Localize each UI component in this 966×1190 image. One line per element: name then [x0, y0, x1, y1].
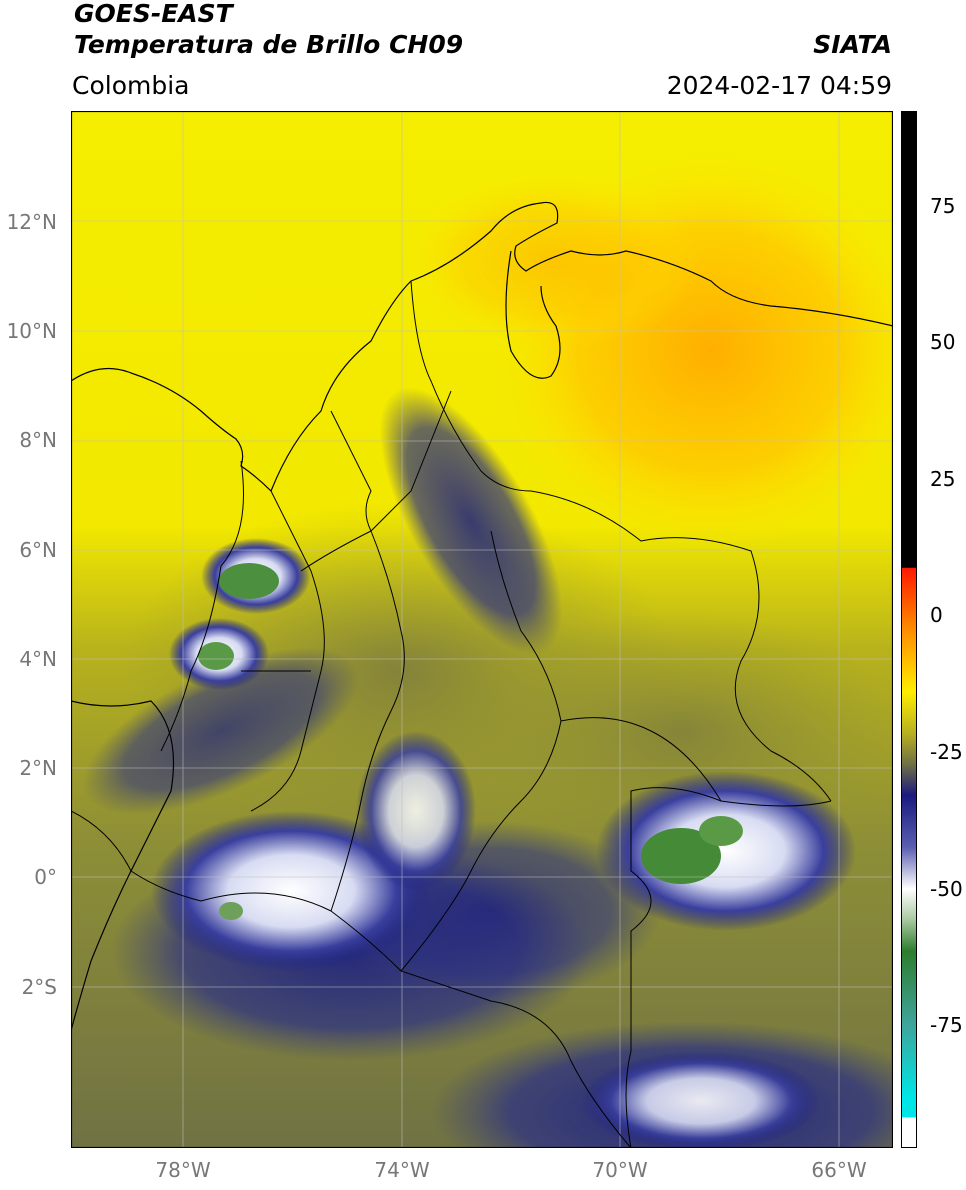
colorbar-tick-50: 50 — [930, 330, 956, 354]
convective-cell-amazonas-s — [581, 1051, 821, 1151]
cold-top-putumayo — [219, 902, 243, 920]
cold-top-cauca — [198, 642, 234, 670]
lon-label-66w: 66°W — [811, 1158, 867, 1182]
graticule — [71, 111, 893, 1148]
map-svg — [70, 110, 951, 1190]
lat-label-2s: 2°S — [21, 975, 57, 999]
colorbar-tick-minus75: -75 — [930, 1013, 963, 1037]
colorbar — [901, 111, 917, 1148]
region-label: Colombia — [72, 71, 190, 100]
colorbar-svg — [901, 111, 917, 1148]
borders — [70, 280, 832, 1149]
agency-label: SIATA — [813, 30, 892, 59]
satellite-title: GOES-EAST — [74, 0, 233, 28]
lat-label-8n: 8°N — [19, 428, 57, 452]
lon-label-70w: 70°W — [592, 1158, 648, 1182]
convective-cell-putumayo — [151, 811, 431, 971]
convective-cell-amazonas-n — [356, 731, 476, 891]
colorbar-tick-minus25: -25 — [930, 740, 963, 764]
lat-label-2n: 2°N — [19, 756, 57, 780]
colorbar-gradient — [901, 111, 917, 1148]
colorbar-tick-0: 0 — [930, 603, 943, 627]
lon-label-74w: 74°W — [374, 1158, 430, 1182]
warm-region-north — [401, 171, 701, 351]
brightness-temperature-map[interactable] — [70, 110, 951, 1190]
colorbar-tick-75: 75 — [930, 194, 956, 218]
lat-label-0: 0° — [34, 865, 57, 889]
colorbar-tick-25: 25 — [930, 467, 956, 491]
cold-top-vaupes-2 — [699, 816, 743, 846]
map-border — [70, 110, 894, 1149]
lat-label-10n: 10°N — [6, 319, 57, 343]
cold-top-vaupes — [641, 828, 721, 884]
colorbar-border — [901, 111, 917, 1148]
product-title: Temperatura de Brillo CH09 — [74, 30, 464, 59]
lat-label-6n: 6°N — [19, 538, 57, 562]
lat-label-12n: 12°N — [6, 210, 57, 234]
navy-cloud-pacific — [82, 647, 360, 815]
colorbar-tick-minus50: -50 — [930, 877, 963, 901]
cold-top-choco — [219, 563, 279, 599]
lat-label-4n: 4°N — [19, 647, 57, 671]
datetime-label: 2024-02-17 04:59 — [666, 71, 892, 100]
coastlines — [70, 201, 894, 1032]
lon-label-78w: 78°W — [155, 1158, 211, 1182]
convective-cell-vaupes — [596, 771, 856, 931]
